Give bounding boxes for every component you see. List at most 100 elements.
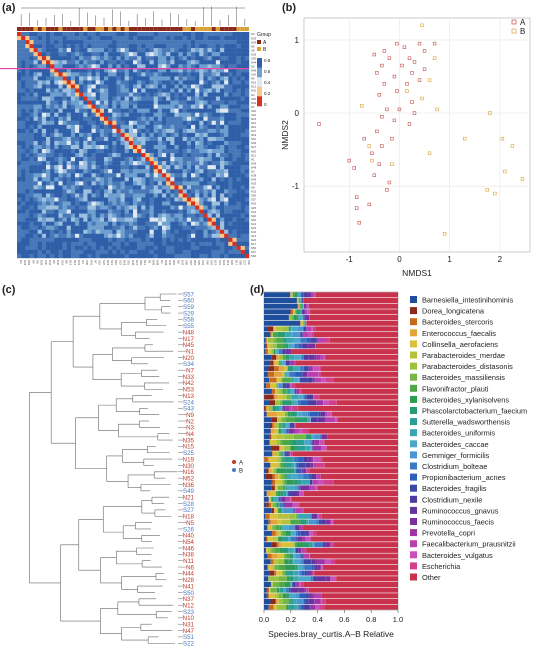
heatmap-cell xyxy=(17,112,22,117)
stack-bar-segment xyxy=(276,354,279,360)
heatmap-cell xyxy=(211,201,217,206)
heatmap-cell xyxy=(25,165,30,170)
heatmap-cell xyxy=(149,153,154,158)
stack-bar-segment xyxy=(282,349,286,355)
stack-bar-segment xyxy=(264,468,267,474)
nmds-point-B xyxy=(488,111,492,115)
heatmap-cell xyxy=(104,161,109,166)
heatmap-cell xyxy=(191,124,196,130)
heatmap-cell xyxy=(104,140,109,146)
stack-bar-segment xyxy=(287,485,296,491)
heatmap-cell xyxy=(149,241,154,247)
stack-bar-segment xyxy=(316,337,318,343)
heatmap-cell xyxy=(240,32,246,37)
heatmap-cell xyxy=(21,249,26,255)
stack-bar-segment xyxy=(306,547,398,553)
heatmap-cell xyxy=(170,124,175,130)
stack-bar-segment xyxy=(309,315,398,321)
stack-bar-segment xyxy=(289,383,291,389)
stack-bar-segment xyxy=(280,462,284,468)
heatmap-cell xyxy=(79,205,84,210)
heatmap-cell xyxy=(162,157,167,162)
heatmap-cell xyxy=(112,56,117,61)
heatmap-cell xyxy=(203,44,208,49)
stack-bar-segment xyxy=(333,479,398,485)
heatmap-cell xyxy=(174,88,179,93)
panel-label-a: (a) xyxy=(2,2,16,14)
stack-bar-segment xyxy=(320,434,322,440)
heatmap-col-label: N31 xyxy=(77,260,81,266)
stack-bar-segment xyxy=(282,428,284,434)
heatmap-cell xyxy=(182,201,188,206)
heatmap-cell xyxy=(203,112,208,117)
heatmap-cell xyxy=(224,177,229,182)
heatmap-cell xyxy=(128,161,134,166)
nmds-y-tick-label: -1 xyxy=(292,182,300,191)
heatmap-cell xyxy=(133,253,138,259)
heatmap-cell xyxy=(207,253,212,259)
heatmap-cell xyxy=(149,149,154,154)
heatmap-cell xyxy=(58,233,63,239)
heatmap-chart: N3N3N33N33N53N53N6N6S8S8N35N35S30S30N44N… xyxy=(0,6,271,266)
heatmap-cell xyxy=(108,116,113,121)
heatmap-cell xyxy=(203,149,208,154)
stack-bar-segment xyxy=(270,360,274,366)
heatmap-cell xyxy=(124,189,130,194)
heatmap-cell xyxy=(220,173,225,178)
heatmap-cell xyxy=(153,136,159,142)
heatmap-cell xyxy=(149,229,154,234)
heatmap-cell xyxy=(54,52,59,57)
heatmap-cell xyxy=(207,60,212,65)
heatmap-cell xyxy=(174,165,179,170)
heatmap-cell xyxy=(116,68,121,73)
heatmap-cell xyxy=(145,253,150,259)
stack-bar-segment xyxy=(290,530,292,536)
heatmap-cell xyxy=(145,96,150,101)
heatmap-cell xyxy=(83,157,88,162)
stack-bar-segment xyxy=(299,428,303,434)
stack-bar-segment xyxy=(290,309,292,315)
stack-bar-segment xyxy=(272,502,274,508)
heatmap-cell xyxy=(46,209,51,214)
stack-bar-segment xyxy=(316,576,326,582)
heatmap-cell xyxy=(182,56,188,61)
heatmap-cell xyxy=(224,181,229,186)
heatmap-cell xyxy=(112,253,117,259)
heatmap-cell xyxy=(224,80,229,85)
heatmap-cell xyxy=(79,68,84,73)
heatmap-cell xyxy=(240,177,246,182)
heatmap-cell xyxy=(199,145,204,150)
heatmap-row-label: S54 xyxy=(251,218,256,222)
heatmap-cell xyxy=(207,88,212,93)
heatmap-cell xyxy=(240,104,246,109)
stack-legend-swatch xyxy=(410,540,417,548)
heatmap-cell xyxy=(220,217,225,222)
heatmap-cell xyxy=(211,136,217,142)
heatmap-group-cell xyxy=(70,27,75,31)
heatmap-cell xyxy=(137,128,142,134)
heatmap-cell xyxy=(37,140,43,146)
heatmap-cell xyxy=(75,44,80,49)
heatmap-cell xyxy=(244,197,250,202)
heatmap-cell xyxy=(153,253,159,259)
stack-bar-segment xyxy=(278,536,283,542)
heatmap-cell xyxy=(83,112,88,117)
heatmap-cell xyxy=(211,209,217,214)
heatmap-cell xyxy=(104,56,109,61)
dendrogram-leaf-label: S55 xyxy=(183,323,195,330)
heatmap-cell xyxy=(215,60,221,65)
stack-bar-segment xyxy=(267,371,269,377)
heatmap-cell xyxy=(95,44,101,49)
heatmap-cell xyxy=(91,96,96,101)
heatmap-cell xyxy=(149,88,154,93)
heatmap-cell xyxy=(29,36,34,41)
heatmap-cell xyxy=(58,52,63,57)
stack-bar-segment xyxy=(325,411,328,417)
heatmap-cell xyxy=(244,241,250,247)
heatmap-cell xyxy=(87,84,92,89)
heatmap-cell xyxy=(104,32,109,37)
stack-bar-segment xyxy=(301,354,304,360)
stack-bar-segment xyxy=(300,303,302,309)
heatmap-row-label: N21 xyxy=(251,222,257,226)
